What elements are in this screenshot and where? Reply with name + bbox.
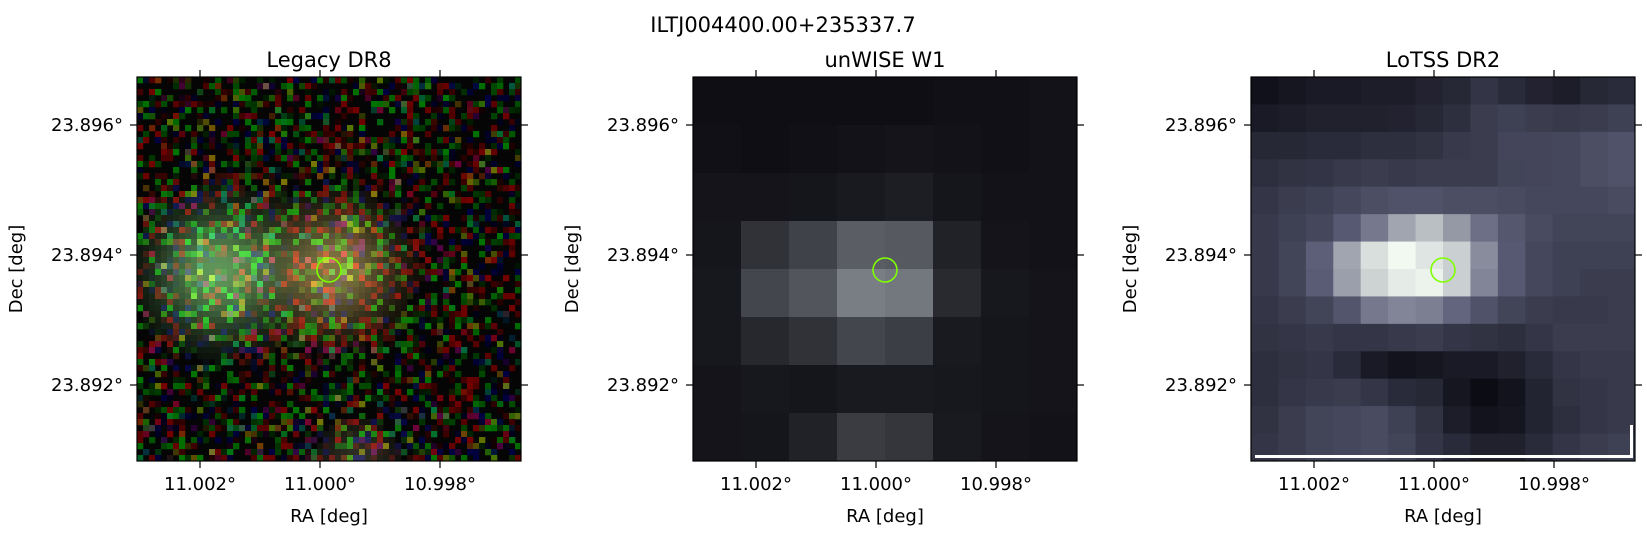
y-tick-label: 23.896° [51, 115, 123, 136]
panel-image [1251, 77, 1635, 461]
y-tick-label: 23.894° [607, 245, 679, 266]
axes-frame [1250, 76, 1636, 462]
x-tick-label: 11.002° [720, 474, 792, 495]
y-axis-label: Dec [deg] [1120, 225, 1141, 314]
x-axis-label: RA [deg] [290, 506, 368, 527]
panel-title: unWISE W1 [825, 48, 946, 72]
x-tick-label: 11.002° [164, 474, 236, 495]
y-axis-label: Dec [deg] [562, 225, 583, 314]
x-tick-label: 11.000° [1398, 474, 1470, 495]
x-axis-label: RA [deg] [1404, 506, 1482, 527]
source-circle [316, 257, 342, 283]
x-tick-label: 11.000° [840, 474, 912, 495]
panel-3: LoTSS DR2 11.002° 11.000° 10.998° 23.896° 23.… [1120, 48, 1642, 527]
panel-title: LoTSS DR2 [1386, 48, 1500, 72]
y-tick-label: 23.896° [1165, 115, 1237, 136]
panel-image [137, 77, 521, 461]
source-circle [872, 257, 898, 283]
x-tick-label: 10.998° [960, 474, 1032, 495]
panel-image [693, 77, 1077, 461]
source-circle [1430, 257, 1456, 283]
panel-1: Legacy DR8 11.002° 11.000° 10.998° 23.896° 23… [6, 48, 528, 527]
y-tick-label: 23.892° [51, 375, 123, 396]
y-tick-label: 23.894° [51, 245, 123, 266]
axes-frame [692, 76, 1078, 462]
y-axis-label: Dec [deg] [6, 225, 27, 314]
x-axis-label: RA [deg] [846, 506, 924, 527]
panel-title: Legacy DR8 [266, 48, 391, 72]
x-tick-label: 11.002° [1278, 474, 1350, 495]
x-tick-label: 11.000° [284, 474, 356, 495]
y-tick-label: 23.894° [1165, 245, 1237, 266]
figure-title: ILTJ004400.00+235337.7 [650, 13, 915, 37]
x-tick-label: 10.998° [404, 474, 476, 495]
axes-frame [136, 76, 522, 462]
y-tick-label: 23.892° [607, 375, 679, 396]
panel-2: unWISE W1 11.002° 11.000° 10.998° 23.896° 23.… [562, 48, 1084, 527]
y-tick-label: 23.892° [1165, 375, 1237, 396]
x-tick-label: 10.998° [1518, 474, 1590, 495]
y-tick-label: 23.896° [607, 115, 679, 136]
